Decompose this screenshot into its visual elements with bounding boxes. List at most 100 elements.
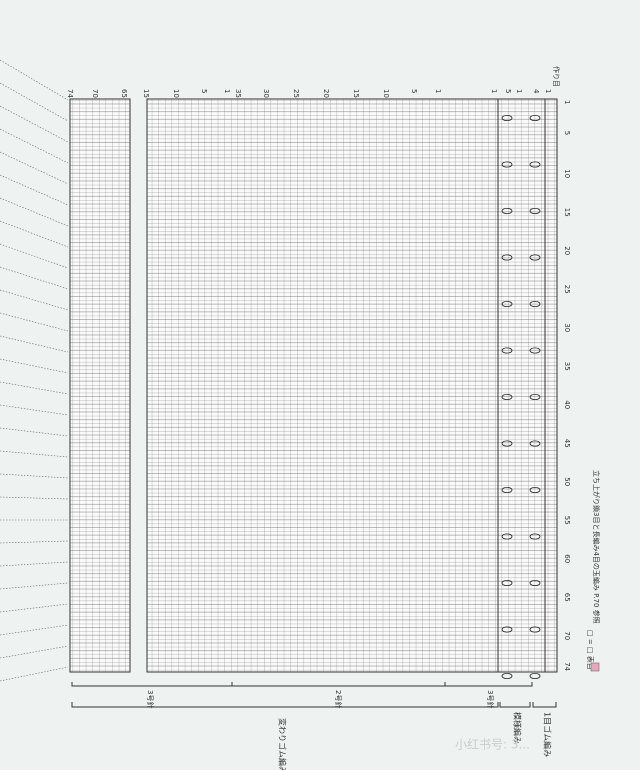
bobble [529, 115, 541, 122]
guide-line [0, 624, 69, 636]
row-number: 74 [563, 662, 571, 671]
guide-line [0, 151, 69, 185]
row-number: 25 [563, 285, 571, 294]
guide-line [0, 381, 69, 395]
guide-line [0, 128, 69, 164]
guide-line [0, 312, 69, 332]
bobble [501, 626, 513, 633]
bobble [501, 393, 513, 400]
column-number: 20 [322, 89, 330, 98]
row-number: 35 [563, 362, 571, 371]
bobble [529, 533, 541, 540]
guide-line [0, 289, 69, 311]
row-number: 1 [563, 100, 571, 104]
legend-knit: □ = □ 表目 [586, 630, 595, 670]
row-number: 70 [563, 631, 571, 640]
column-number: 5 [504, 89, 512, 93]
guide-line [0, 450, 69, 458]
bracket [71, 682, 533, 687]
guide-line [0, 645, 69, 659]
guide-line [0, 59, 69, 101]
column-number: 1 [223, 89, 231, 93]
grid-main [146, 98, 558, 673]
row-number: 45 [563, 439, 571, 448]
guide-line [0, 197, 69, 227]
row-number: 30 [563, 323, 571, 332]
guide-line [0, 496, 69, 500]
bobble [501, 115, 513, 122]
column-number: 5 [410, 89, 418, 93]
section-label: 1目ゴム編み [543, 712, 553, 757]
column-number: 35 [234, 89, 242, 98]
bobble [529, 673, 541, 680]
row-number: 15 [563, 208, 571, 217]
cast-on: 作り目 [552, 66, 561, 87]
legend-bobble: 立ち上がり鎖3目と長編み4目の玉編み P.70 参照 [592, 470, 601, 624]
row-number: 60 [563, 554, 571, 563]
guide-line [0, 243, 69, 269]
bobble [501, 580, 513, 587]
bobble [501, 254, 513, 261]
column-number: 70 [91, 89, 99, 98]
bobble [529, 207, 541, 214]
needle-label: 3号針 [146, 690, 155, 708]
guide-line [0, 582, 69, 590]
guide-line [0, 473, 69, 479]
row-number: 50 [563, 477, 571, 486]
row-number: 55 [563, 516, 571, 525]
column-number: 10 [172, 89, 180, 98]
column-number: 1 [434, 89, 442, 93]
section-label: 変わりゴム編み [278, 718, 288, 770]
bobble [501, 533, 513, 540]
bobble [529, 440, 541, 447]
row-number: 5 [563, 131, 571, 135]
bobble [529, 626, 541, 633]
column-number: 1 [544, 89, 552, 93]
bobble [501, 673, 513, 680]
guide-lines [0, 59, 69, 682]
guide-line [0, 358, 69, 374]
column-number: 5 [200, 89, 208, 93]
needle-label: 3号針 [486, 690, 495, 708]
bobble [501, 207, 513, 214]
guide-line [0, 335, 69, 353]
guide-line [0, 540, 69, 544]
bobbles [501, 115, 541, 680]
labels: 74 70 65 15 10 5 1 35 30 25 20 15 10 5 1 1 5 1 4 1作り目151015… [66, 66, 601, 770]
legend-swatch [590, 662, 600, 672]
grid-left [69, 98, 131, 673]
bobble [501, 300, 513, 307]
column-number: 15 [352, 89, 360, 98]
bobble [529, 393, 541, 400]
row-number: 40 [563, 400, 571, 409]
guide-line [0, 220, 69, 248]
column-number: 1 [490, 89, 498, 93]
column-number: 10 [382, 89, 390, 98]
bracket [71, 702, 557, 708]
column-number: 65 [120, 89, 128, 98]
guide-line [0, 174, 69, 206]
column-number: 15 [142, 89, 150, 98]
bobble [501, 161, 513, 168]
section-label: 模様編み [513, 712, 523, 744]
bobble [529, 486, 541, 493]
column-number: 4 [532, 89, 540, 94]
guide-line [0, 603, 69, 613]
guide-line [0, 561, 69, 567]
bobble [501, 486, 513, 493]
bobble [529, 347, 541, 354]
bobble [501, 440, 513, 447]
guide-line [0, 266, 69, 290]
needle-label: 2号針 [334, 690, 343, 708]
guide-line [0, 82, 69, 122]
guide-line [0, 404, 69, 416]
bobble [501, 347, 513, 354]
guide-line [0, 427, 69, 437]
bobble [529, 254, 541, 261]
row-number: 20 [563, 246, 571, 255]
column-number: 30 [262, 89, 270, 98]
column-number: 1 [515, 89, 523, 93]
bobble [529, 161, 541, 168]
row-number: 65 [563, 593, 571, 602]
